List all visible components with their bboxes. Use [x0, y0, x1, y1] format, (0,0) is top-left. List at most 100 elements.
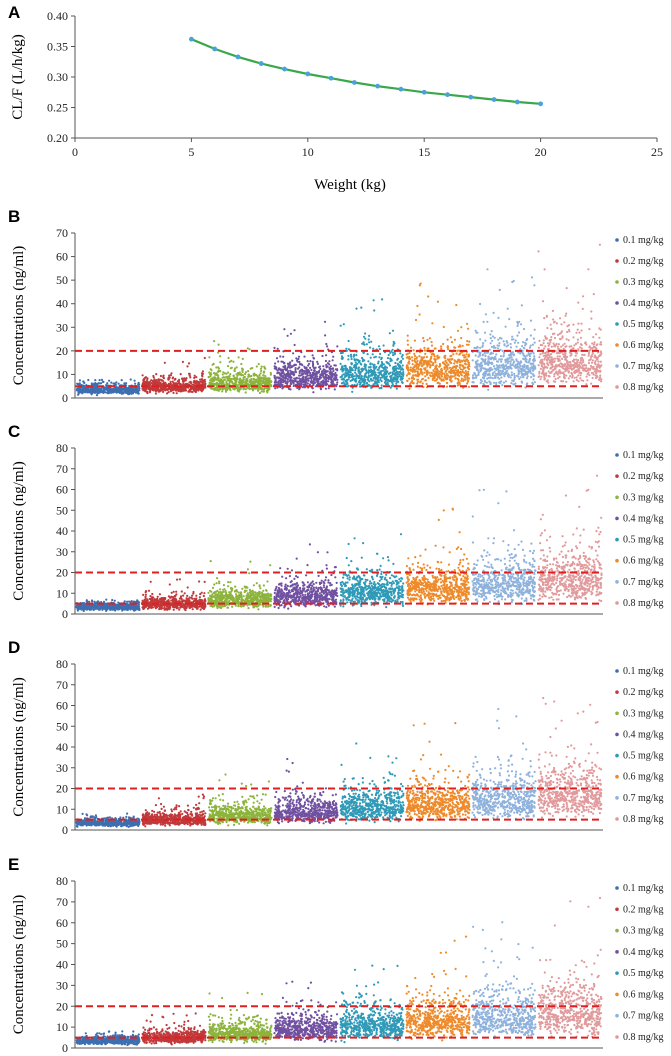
scatter-point: [497, 338, 500, 341]
scatter-point: [115, 381, 118, 384]
scatter-point: [262, 376, 265, 379]
scatter-point: [392, 340, 395, 343]
scatter-point: [87, 378, 90, 382]
scatter-point: [133, 379, 136, 382]
scatter-point: [572, 367, 575, 370]
scatter-point: [571, 374, 574, 377]
scatter-point: [556, 357, 559, 360]
scatter-point: [560, 323, 563, 326]
scatter-point: [492, 311, 495, 314]
scatter-point: [573, 376, 576, 379]
scatter-point: [346, 385, 349, 388]
scatter-point: [279, 355, 282, 358]
scatter-point: [506, 362, 509, 365]
scatter-point: [336, 345, 339, 348]
scatter-point: [319, 388, 323, 391]
scatter-point: [562, 371, 565, 374]
scatter-point: [587, 362, 591, 365]
y-tick-label: 10: [56, 367, 68, 381]
scatter-point: [114, 389, 117, 392]
scatter-point: [575, 361, 578, 364]
scatter-point: [141, 387, 144, 390]
scatter-point: [500, 376, 503, 379]
scatter-point: [227, 365, 230, 368]
scatter-point: [564, 345, 567, 348]
scatter-point: [408, 377, 411, 380]
scatter-point: [171, 377, 174, 380]
scatter-point: [260, 377, 263, 380]
y-tick-label: 70: [56, 226, 68, 240]
y-tick-label: 80: [56, 441, 68, 455]
y-axis-title: CL/F (L/h/kg): [10, 34, 26, 119]
scatter-point: [504, 368, 507, 371]
scatter-point: [175, 392, 178, 395]
scatter-point: [537, 250, 540, 253]
scatter-point: [399, 365, 402, 369]
scatter-point: [427, 347, 430, 350]
scatter-point: [356, 362, 359, 365]
scatter-point: [276, 347, 279, 350]
scatter-point: [513, 341, 516, 344]
scatter-point: [152, 381, 155, 384]
y-axis-title: Concentrations (ng/ml): [11, 461, 27, 601]
scatter-point: [212, 362, 215, 365]
scatter-point: [152, 376, 155, 379]
scatter-point: [595, 374, 598, 377]
scatter-point: [244, 380, 247, 383]
scatter-point: [424, 367, 427, 370]
scatter-point: [310, 368, 313, 372]
scatter-point: [479, 302, 482, 306]
x-tick-label: 10: [302, 145, 314, 159]
scatter-point: [394, 378, 397, 381]
scatter-point: [596, 343, 599, 346]
scatter-point: [511, 335, 514, 338]
cl-data-point: [258, 61, 264, 66]
scatter-point: [440, 373, 443, 377]
scatter-point: [500, 358, 503, 361]
scatter-point: [329, 373, 332, 376]
scatter-point: [360, 375, 363, 378]
scatter-point: [260, 369, 263, 373]
scatter-point: [127, 390, 130, 393]
scatter-point: [370, 368, 373, 372]
scatter-point: [550, 336, 553, 339]
scatter-point: [368, 341, 371, 344]
scatter-point: [496, 376, 500, 379]
scatter-point: [381, 298, 384, 301]
x-tick-label: 5: [188, 145, 194, 159]
scatter-point: [467, 377, 471, 380]
scatter-point: [352, 377, 355, 380]
scatter-point: [519, 360, 522, 363]
scatter-point: [212, 377, 215, 380]
scatter-point: [484, 371, 487, 375]
scatter-point: [509, 360, 512, 363]
scatter-point: [504, 372, 507, 375]
scatter-point: [345, 379, 348, 382]
scatter-point: [537, 346, 541, 349]
scatter-point: [216, 388, 219, 391]
scatter-point: [540, 375, 543, 378]
scatter-point: [345, 347, 348, 350]
scatter-point: [399, 370, 402, 373]
scatter-point: [466, 358, 469, 361]
scatter-point: [560, 362, 563, 366]
scatter-point: [376, 377, 379, 380]
scatter-point: [558, 375, 561, 378]
scatter-point: [493, 376, 496, 379]
scatter-point: [417, 371, 420, 374]
scatter-point: [502, 355, 505, 358]
scatter-point: [341, 382, 344, 385]
scatter-point: [455, 365, 458, 368]
series-2: [141, 356, 207, 395]
scatter-point: [394, 365, 397, 368]
scatter-point: [489, 367, 492, 371]
scatter-point: [453, 359, 456, 362]
scatter-point: [341, 357, 344, 361]
scatter-point: [484, 313, 487, 316]
scatter-point: [554, 377, 557, 381]
scatter-point: [285, 377, 288, 380]
scatter-point: [217, 376, 220, 379]
scatter-point: [274, 362, 277, 365]
scatter-point: [590, 347, 593, 350]
scatter-point: [565, 312, 568, 315]
